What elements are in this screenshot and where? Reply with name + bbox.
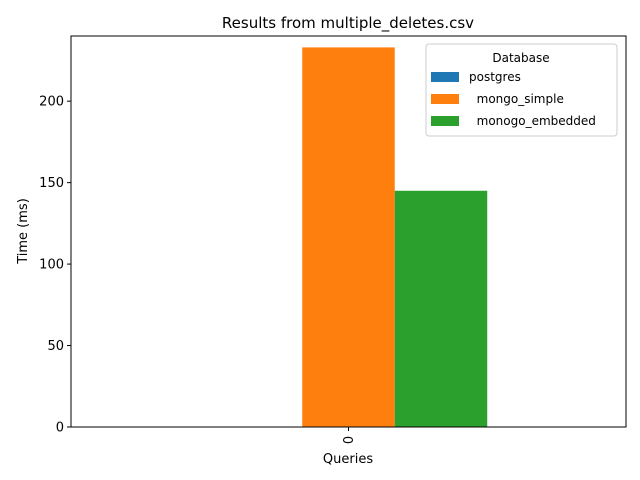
legend-box — [425, 43, 618, 137]
x-axis-label: Queries — [323, 452, 373, 467]
bar-monogo-embedded — [394, 190, 488, 427]
x-axis: 0 — [342, 427, 357, 444]
bar-mongo-simple — [302, 47, 395, 427]
y-axis-label: Time (ms) — [16, 198, 31, 265]
bars-group — [302, 47, 488, 427]
legend-label: postgres — [469, 70, 521, 84]
legend-label: monogo_embedded — [469, 114, 596, 128]
legend-entries: postgres mongo_simple monogo_embedded — [431, 70, 596, 128]
y-tick-label: 0 — [56, 421, 64, 436]
chart-title: Results from multiple_deletes.csv — [222, 14, 474, 33]
legend: Database postgres mongo_simple monogo_em… — [425, 43, 618, 137]
legend-label: mongo_simple — [469, 92, 564, 106]
y-axis: 0 50 100 150 200 — [39, 95, 71, 436]
legend-swatch — [431, 116, 459, 126]
y-tick-label: 150 — [39, 176, 64, 191]
y-tick-label: 200 — [39, 95, 64, 110]
x-tick-label: 0 — [342, 436, 357, 444]
y-tick-label: 50 — [47, 339, 64, 354]
legend-swatch — [431, 72, 459, 82]
legend-title: Database — [492, 51, 549, 65]
y-tick-label: 100 — [39, 258, 64, 273]
legend-swatch — [431, 94, 459, 104]
